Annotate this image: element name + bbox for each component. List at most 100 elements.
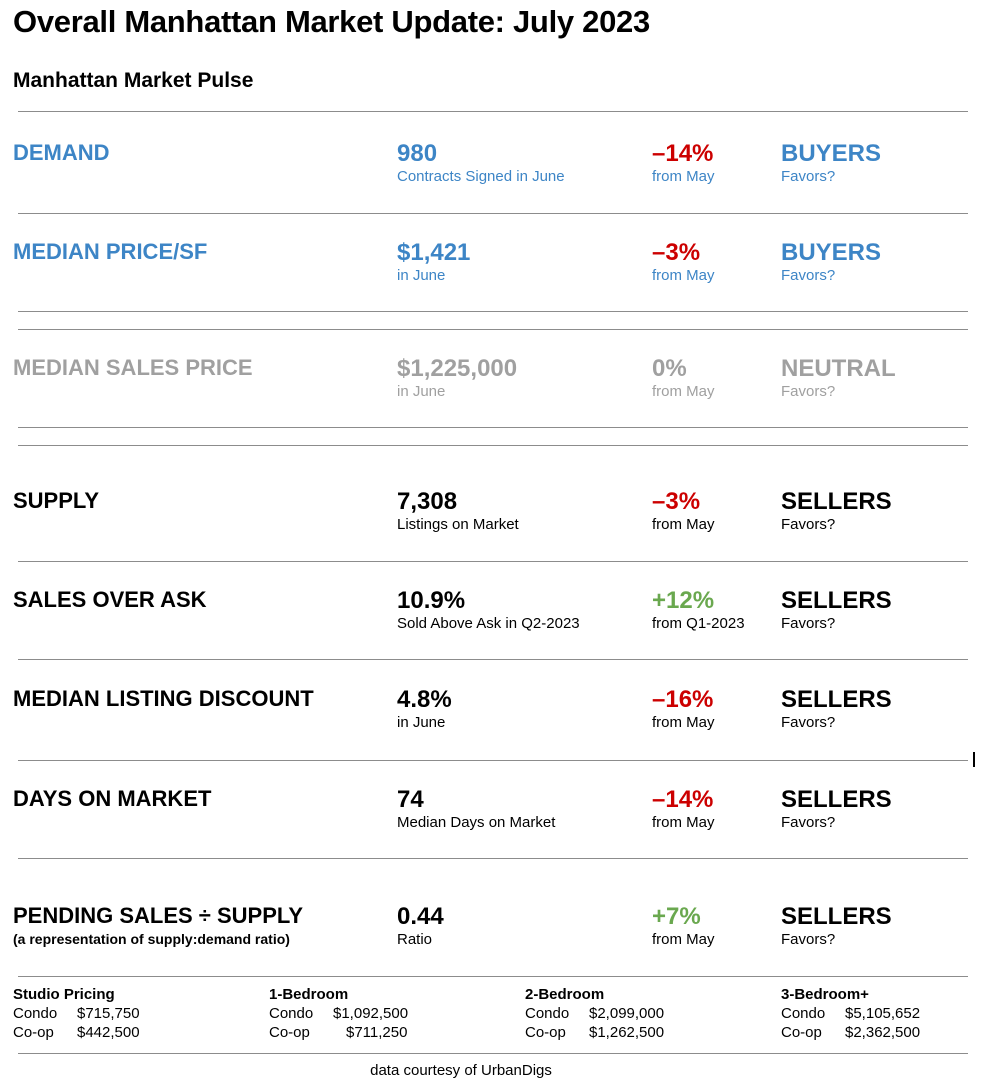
metric-change-caption: from May [652,814,715,831]
divider [18,427,968,428]
metric-row-median-listing-discount: MEDIAN LISTING DISCOUNT 4.8% in June –16… [0,686,986,746]
metric-favor-caption: Favors? [781,714,836,731]
metric-change-caption: from May [652,383,715,400]
metric-change: +7% [652,903,701,930]
metric-label: DAYS ON MARKET [13,786,212,811]
metric-change: –3% [652,488,701,515]
metric-row-median-sales-price: MEDIAN SALES PRICE $1,225,000 in June 0%… [0,355,986,415]
metric-value: $1,225,000 [397,355,518,382]
metric-favor-caption: Favors? [781,383,836,400]
metric-favor-caption: Favors? [781,814,836,831]
data-credit: data courtesy of UrbanDigs [370,1062,552,1079]
pricing-coop-value: $711,250 [346,1024,408,1041]
metric-favor: SELLERS [781,903,892,930]
metric-row-pending-sales-supply: PENDING SALES ÷ SUPPLY (a representation… [0,903,986,963]
metric-value: 74 [397,786,424,813]
metric-value: 4.8% [397,686,452,713]
metric-row-demand: DEMAND 980 Contracts Signed in June –14%… [0,140,986,200]
metric-value-caption: in June [397,267,446,284]
metric-favor-caption: Favors? [781,516,836,533]
divider [18,329,968,330]
page-title: Overall Manhattan Market Update: July 20… [13,4,650,39]
metric-value-caption: Ratio [397,931,433,948]
metric-favor-caption: Favors? [781,931,836,948]
pricing-coop-line: Co-op $442,500 [13,1023,253,1042]
metric-favor: SELLERS [781,488,892,515]
divider [18,659,968,660]
metric-change: –14% [652,140,714,167]
divider [18,111,968,112]
metric-row-supply: SUPPLY 7,308 Listings on Market –3% from… [0,488,986,548]
pricing-heading: Studio Pricing [13,986,115,1003]
pricing-condo-value: $715,750 [77,1005,140,1022]
metric-row-median-price-sf: MEDIAN PRICE/SF $1,421 in June –3% from … [0,239,986,299]
divider [18,213,968,214]
pricing-coop-value: $442,500 [77,1024,140,1041]
metric-label: MEDIAN LISTING DISCOUNT [13,686,314,711]
metric-favor-caption: Favors? [781,615,836,632]
metric-label-caption: (a representation of supply:demand ratio… [13,931,290,947]
metric-favor-caption: Favors? [781,267,836,284]
metric-label: PENDING SALES ÷ SUPPLY [13,903,303,928]
metric-value: 7,308 [397,488,458,515]
divider [18,760,968,761]
metric-change: +12% [652,587,715,614]
section-subtitle: Manhattan Market Pulse [13,69,254,92]
pricing-coop-label: Co-op [525,1024,566,1041]
metric-change-caption: from May [652,714,715,731]
metric-value: $1,421 [397,239,471,266]
pricing-condo-line: Condo $5,105,652 [781,1004,986,1023]
metric-change-caption: from Q1-2023 [652,615,745,632]
metric-change: –3% [652,239,701,266]
pricing-3-bedroom-plus: 3-Bedroom+ Condo $5,105,652 Co-op $2,362… [781,985,986,1042]
pricing-2-bedroom: 2-Bedroom Condo $2,099,000 Co-op $1,262,… [525,985,765,1042]
pricing-coop-value: $1,262,500 [589,1024,665,1041]
pricing-condo-label: Condo [525,1005,570,1022]
metric-change-caption: from May [652,267,715,284]
divider [18,561,968,562]
pricing-condo-value: $2,099,000 [589,1005,665,1022]
metric-favor: SELLERS [781,686,892,713]
pricing-studio: Studio Pricing Condo $715,750 Co-op $442… [13,985,253,1042]
pricing-condo-line: Condo $1,092,500 [269,1004,509,1023]
pricing-heading: 1-Bedroom [269,986,349,1003]
metric-favor: NEUTRAL [781,355,896,382]
metric-change-caption: from May [652,931,715,948]
pricing-condo-label: Condo [269,1005,314,1022]
metric-favor: BUYERS [781,239,882,266]
metric-change: –14% [652,786,714,813]
metric-change-caption: from May [652,168,715,185]
metric-label: MEDIAN SALES PRICE [13,355,253,380]
pricing-condo-label: Condo [781,1005,826,1022]
metric-favor: SELLERS [781,786,892,813]
metric-label: SALES OVER ASK [13,587,207,612]
divider [18,311,968,312]
metric-value-caption: Contracts Signed in June [397,168,565,185]
pricing-condo-value: $1,092,500 [333,1005,409,1022]
pricing-condo-line: Condo $2,099,000 [525,1004,765,1023]
divider [18,976,968,977]
divider [18,445,968,446]
metric-value-caption: Median Days on Market [397,814,556,831]
metric-value: 0.44 [397,903,444,930]
pricing-1-bedroom: 1-Bedroom Condo $1,092,500 Co-op $711,25… [269,985,509,1042]
text-cursor [973,752,975,767]
metric-value: 10.9% [397,587,466,614]
divider [18,858,968,859]
metric-change: –16% [652,686,714,713]
pricing-coop-line: Co-op $711,250 [269,1023,509,1042]
metric-value-caption: Listings on Market [397,516,519,533]
metric-label: SUPPLY [13,488,100,513]
metric-value-caption: in June [397,383,446,400]
metric-row-sales-over-ask: SALES OVER ASK 10.9% Sold Above Ask in Q… [0,587,986,647]
pricing-coop-label: Co-op [13,1024,54,1041]
pricing-condo-value: $5,105,652 [845,1005,921,1022]
metric-change: 0% [652,355,687,382]
metric-favor: BUYERS [781,140,882,167]
metric-change-caption: from May [652,516,715,533]
pricing-coop-label: Co-op [781,1024,822,1041]
metric-row-days-on-market: DAYS ON MARKET 74 Median Days on Market … [0,786,986,846]
pricing-heading: 3-Bedroom+ [781,986,869,1003]
metric-favor: SELLERS [781,587,892,614]
pricing-condo-line: Condo $715,750 [13,1004,253,1023]
